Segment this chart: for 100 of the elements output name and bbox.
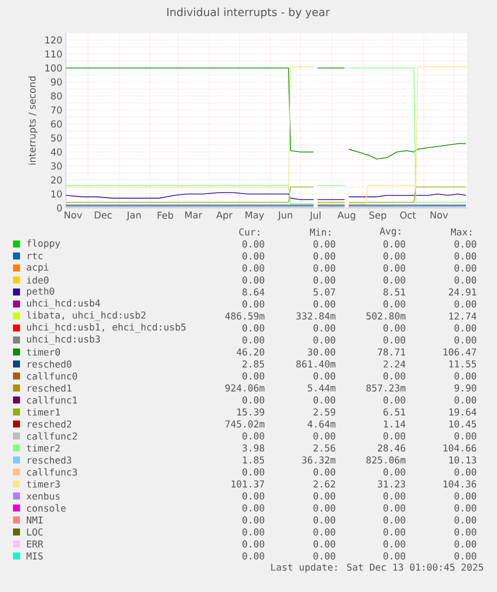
text: 0.00 (384, 516, 406, 524)
text: 0.00 (242, 252, 264, 260)
text: 8.51 (384, 288, 406, 296)
text: 4.64m (308, 420, 336, 428)
legend-label: console (27, 504, 66, 512)
legend-label: floppy (27, 239, 60, 249)
legend-label: timer2 (26, 444, 60, 452)
y-tick-label: 70 (51, 106, 62, 114)
text: 0.00 (314, 300, 336, 308)
text: 0.00 (384, 276, 406, 284)
text: 0.00 (242, 372, 264, 380)
text: 101.37 (232, 480, 264, 488)
text: 0.00 (454, 252, 476, 260)
text: 0.00 (454, 516, 476, 524)
text: 0.00 (384, 528, 406, 536)
text: 0.00 (384, 492, 406, 500)
y-tick-label: 80 (51, 92, 62, 100)
text: 28.46 (378, 444, 406, 452)
text: 2.85 (242, 360, 264, 368)
text: Max: (451, 228, 472, 236)
text: 0.00 (242, 492, 264, 500)
text: 10.13 (449, 456, 476, 464)
text: 0.00 (454, 324, 476, 332)
text: 0.00 (314, 432, 336, 440)
text: 0.00 (384, 264, 406, 272)
text: 0.00 (314, 528, 336, 536)
text: 0.00 (314, 492, 336, 500)
text: 36.32m (302, 456, 336, 464)
text: 0.00 (384, 552, 406, 560)
legend-label: uhci_hcd:usb4 (27, 299, 100, 309)
y-tick-label: 30 (51, 162, 62, 170)
text: 332.84m (296, 312, 336, 320)
text: 12.74 (449, 312, 476, 320)
legend-label: resched2 (28, 420, 72, 428)
legend-label: resched1 (28, 384, 72, 392)
text: 0.00 (242, 468, 264, 476)
legend-label: timer1 (26, 408, 60, 416)
text: 1.14 (384, 420, 406, 428)
text: 104.36 (444, 480, 476, 488)
text: 78.71 (378, 348, 406, 356)
text: 0.00 (314, 372, 336, 380)
text: 0.00 (242, 504, 264, 512)
text: 0.00 (242, 396, 264, 404)
text: 24.91 (448, 288, 476, 296)
text: 0.00 (384, 336, 406, 344)
text: 857.23m (366, 384, 406, 392)
text: Avg: (380, 228, 400, 236)
text: 861.40m (296, 360, 336, 368)
x-tick-label: Aug (338, 212, 356, 220)
text: 0.00 (454, 552, 476, 560)
legend-label: callfunc1 (27, 396, 78, 404)
text: 2.24 (384, 360, 406, 368)
text: 0.00 (242, 516, 264, 524)
text: 0.00 (314, 396, 336, 404)
y-tick-label: 40 (50, 148, 62, 156)
text: 0.00 (314, 552, 336, 560)
chart-title: Individual interrupts - by year (167, 8, 330, 18)
legend-label: NMI (26, 516, 42, 524)
text: 0.00 (384, 300, 406, 308)
y-tick-label: 110 (45, 50, 62, 58)
x-tick-label: Oct (400, 212, 416, 219)
legend-label: callfunc0 (27, 372, 78, 380)
text: 10.45 (449, 420, 476, 428)
y-axis-title: interrupts / second (28, 76, 38, 164)
x-tick-label: Nov (64, 212, 82, 219)
text: 31.23 (378, 480, 406, 488)
text: 0.00 (314, 336, 336, 344)
y-tick-label: 100 (45, 64, 62, 72)
text: 0.00 (242, 540, 264, 548)
text: 0.00 (384, 540, 406, 548)
text: 0.00 (454, 492, 476, 500)
text: 0.00 (454, 240, 476, 248)
text: 5.07 (314, 288, 336, 296)
text: 0.00 (384, 468, 406, 476)
legend-label: peth0 (27, 287, 54, 297)
text: 0.00 (454, 504, 476, 512)
text: 0.00 (454, 264, 476, 272)
y-tick-label: 50 (51, 134, 62, 142)
text: 5.44m (308, 384, 336, 392)
x-tick-label: Feb (158, 212, 174, 219)
legend-label: timer3 (26, 480, 60, 488)
legend-label: callfunc2 (27, 432, 77, 440)
text: 2.62 (314, 480, 335, 488)
x-tick-label: Dec (94, 212, 112, 219)
text: 0.00 (242, 264, 264, 272)
x-tick-label: Jun (278, 212, 292, 220)
text: 0.00 (242, 528, 264, 536)
text: 104.66 (444, 444, 476, 452)
text: 0.00 (384, 396, 406, 404)
legend-label: rtc (28, 252, 43, 260)
y-tick-label: 120 (45, 36, 62, 44)
legend-label: timer0 (26, 348, 60, 356)
text: 0.00 (242, 240, 264, 248)
text: 0.00 (242, 276, 264, 284)
text: 0.00 (454, 300, 476, 308)
text: 0.00 (384, 240, 406, 248)
legend-label: ide0 (27, 276, 48, 284)
x-tick-label: Jul (309, 212, 320, 221)
text: 0.00 (454, 396, 476, 404)
text: 0.00 (454, 372, 476, 380)
